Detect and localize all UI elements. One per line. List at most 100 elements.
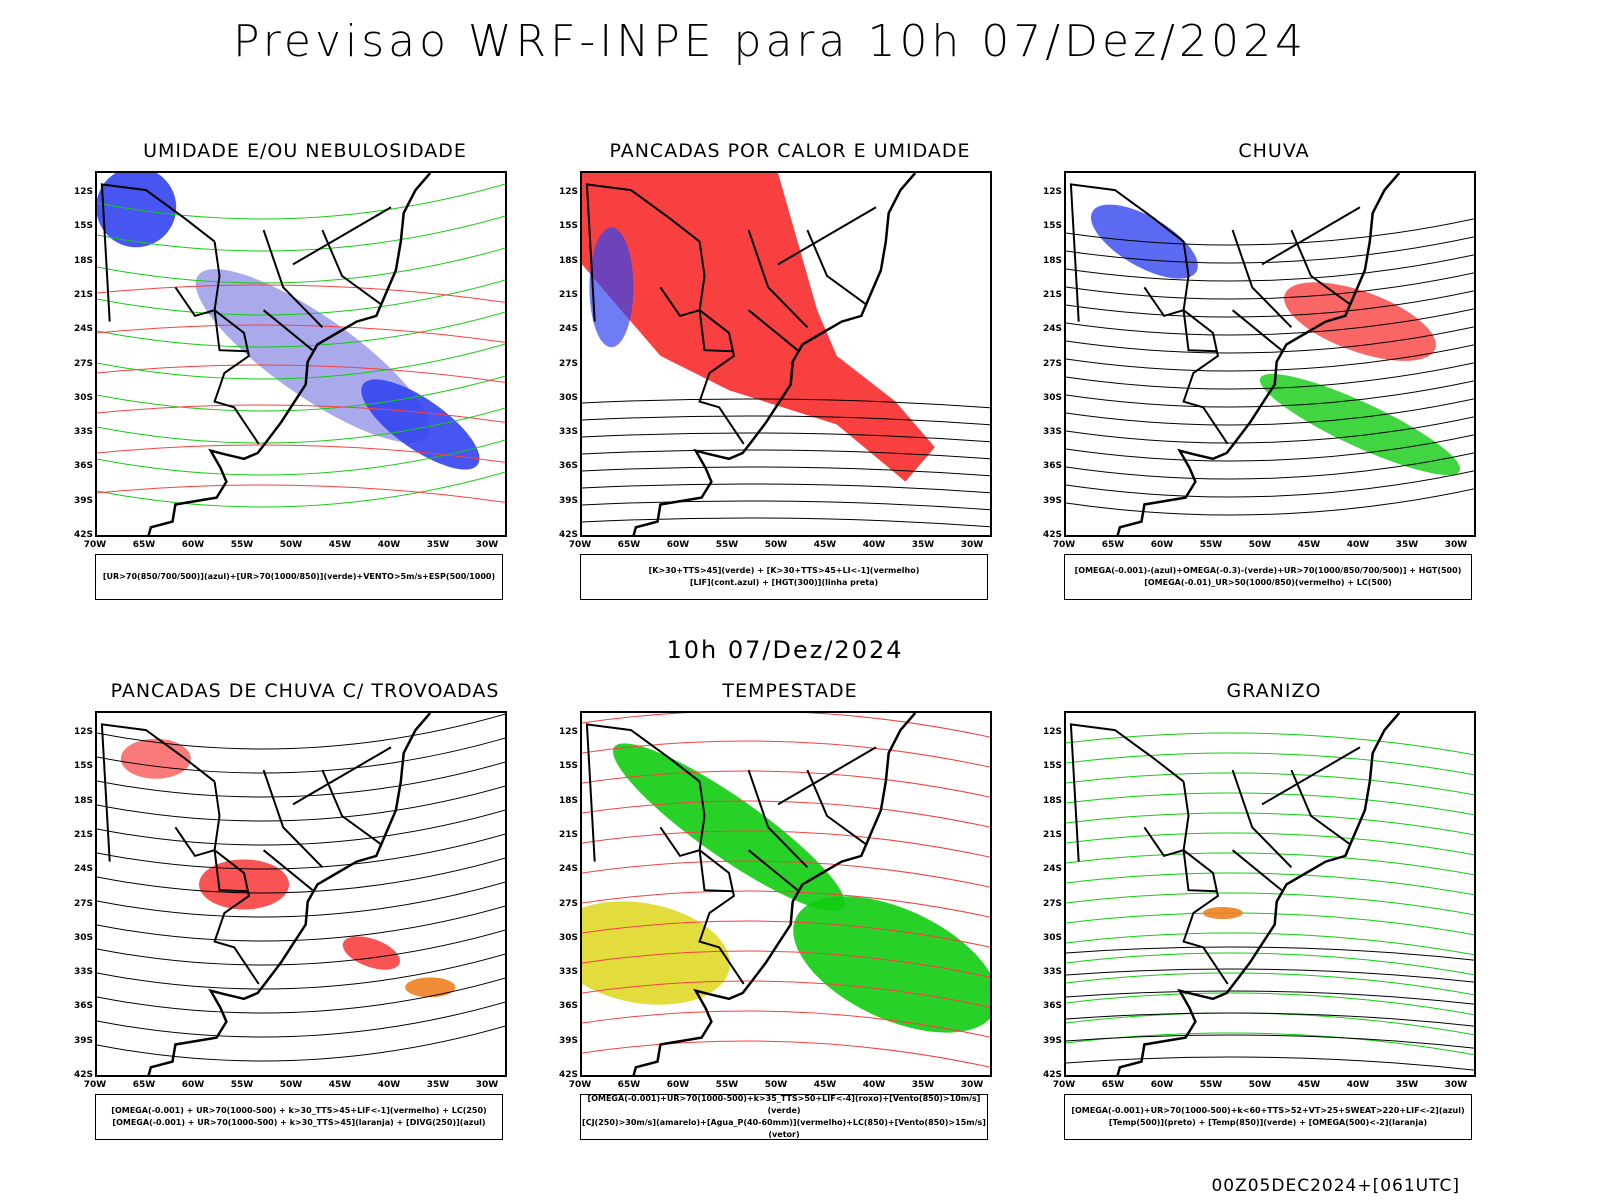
state-border <box>806 229 867 306</box>
lat-label: 12S <box>73 187 93 197</box>
map-granizo <box>1064 711 1476 1077</box>
state-border <box>585 183 701 322</box>
lon-label: 35W <box>911 1080 935 1090</box>
lon-label: 30W <box>475 540 499 550</box>
lon-label: 45W <box>813 540 837 550</box>
lc850-streamline <box>582 860 990 888</box>
lat-label: 24S <box>558 324 578 335</box>
humidity-verde-contour <box>97 215 505 252</box>
thickness-contour <box>97 444 505 463</box>
state-border <box>747 769 809 868</box>
lat-label: 18S <box>558 795 578 806</box>
omega-laranja-area <box>1202 907 1243 920</box>
legend-line: [LIF](cont.azul) + [HGT(300)](linha pret… <box>689 578 879 587</box>
thickness-contour <box>97 404 505 423</box>
lat-label: 15S <box>73 221 93 232</box>
state-border <box>747 849 799 891</box>
state-border <box>777 746 877 806</box>
state-border <box>1143 826 1217 893</box>
panel-title: PANCADAS DE CHUVA C/ TROVOADAS <box>110 680 500 702</box>
state-border <box>585 723 701 862</box>
lat-label: 36S <box>558 461 578 472</box>
legend-line: [Temp(500)](preto) + [Temp(850)](verde) … <box>1108 1118 1428 1127</box>
legend-line: [OMEGA(-0.01)_UR>50(1000/850)(vermelho) … <box>1144 578 1392 587</box>
hgt500-contour <box>1066 218 1474 246</box>
state-border <box>1231 769 1293 868</box>
lat-label: 18S <box>1042 795 1062 806</box>
temp500-contour <box>1066 946 1474 961</box>
state-border <box>213 241 260 445</box>
lat-label: 24S <box>73 864 93 875</box>
lc850-streamline <box>582 980 990 1008</box>
lat-label: 42S <box>73 1070 93 1080</box>
lon-label: 35W <box>426 1080 450 1090</box>
state-border <box>174 826 248 893</box>
lat-label: 39S <box>1042 1035 1062 1046</box>
lat-label: 12S <box>1042 187 1062 197</box>
panel-granizo: GRANIZO [OMEGA(-0.001)+UR>70(1000-500)+k… <box>1024 680 1504 1150</box>
lat-label: 18S <box>558 255 578 266</box>
lon-label: 45W <box>328 540 352 550</box>
state-border <box>1290 769 1351 846</box>
lat-label: 30S <box>73 932 93 943</box>
temp500-contour <box>1066 1012 1474 1027</box>
temp500-contour <box>1066 968 1474 983</box>
lon-label: 40W <box>377 540 401 550</box>
lc250-streamline <box>97 953 505 990</box>
humidity-verde-contour <box>97 279 505 316</box>
hgt500-contour <box>1066 452 1474 480</box>
lat-label: 15S <box>73 761 93 772</box>
lon-label: 50W <box>279 540 303 550</box>
lat-label: 27S <box>1042 358 1062 369</box>
lat-label: 33S <box>1042 427 1062 438</box>
lon-label: 30W <box>960 540 984 550</box>
hgt500-contour <box>1066 290 1474 318</box>
lc250-streamline <box>97 929 505 966</box>
temp850-contour <box>1066 772 1474 796</box>
state-border <box>100 723 216 862</box>
lat-label: 42S <box>558 530 578 540</box>
panel-pancadas-calor: PANCADAS POR CALOR E UMIDADE [K>30+TTS>4… <box>540 140 1020 610</box>
lat-label: 21S <box>558 829 578 840</box>
temp850-contour <box>1066 872 1474 896</box>
temp500-contour <box>1066 1056 1474 1071</box>
state-border <box>698 781 745 985</box>
legend-line: [OMEGA(-0.001) + UR>70(1000-500) + k>30_… <box>112 1118 486 1127</box>
rain-vermelho-area <box>1284 282 1436 361</box>
lc850-streamline <box>582 950 990 978</box>
hgt500-contour <box>1066 236 1474 264</box>
lat-label: 42S <box>73 530 93 540</box>
lon-label: 45W <box>813 1080 837 1090</box>
panel-title: TEMPESTADE <box>722 680 858 702</box>
panel-title: GRANIZO <box>1226 680 1322 702</box>
lc250-streamline <box>97 1025 505 1062</box>
instability-area <box>582 173 935 482</box>
lon-label: 65W <box>617 1080 641 1090</box>
state-border <box>321 229 382 306</box>
hgt300-contour <box>582 415 990 426</box>
temp850-contour <box>1066 992 1474 1016</box>
lon-label: 30W <box>1444 540 1468 550</box>
state-border <box>321 769 382 846</box>
hgt500-contour <box>1066 254 1474 282</box>
lat-label: 33S <box>558 967 578 978</box>
lon-label: 40W <box>862 1080 886 1090</box>
panel-legend: [UR>70(850/700/500)](azul)+[UR>70(1000/8… <box>95 554 503 600</box>
storm-vermelho-area <box>199 859 289 910</box>
hgt300-contour <box>582 466 990 477</box>
lat-label: 24S <box>1042 864 1062 875</box>
lat-label: 18S <box>1042 255 1062 266</box>
lat-label: 36S <box>558 1001 578 1012</box>
storm-vermelho-area <box>342 936 400 970</box>
storm-laranja-area <box>405 977 456 998</box>
lon-label: 50W <box>764 540 788 550</box>
hgt500-contour <box>1066 326 1474 354</box>
lon-label: 60W <box>1150 1080 1174 1090</box>
state-border <box>1182 781 1229 985</box>
lon-label: 70W <box>83 1080 107 1090</box>
panel-trovoadas: PANCADAS DE CHUVA C/ TROVOADAS [OMEGA(-0… <box>55 680 535 1150</box>
hgt500-contour <box>1066 470 1474 498</box>
hgt300-contour <box>582 517 990 528</box>
lc850-streamline <box>582 770 990 798</box>
main-title: Previsao WRF-INPE para 10h 07/Dez/2024 <box>233 16 1307 67</box>
